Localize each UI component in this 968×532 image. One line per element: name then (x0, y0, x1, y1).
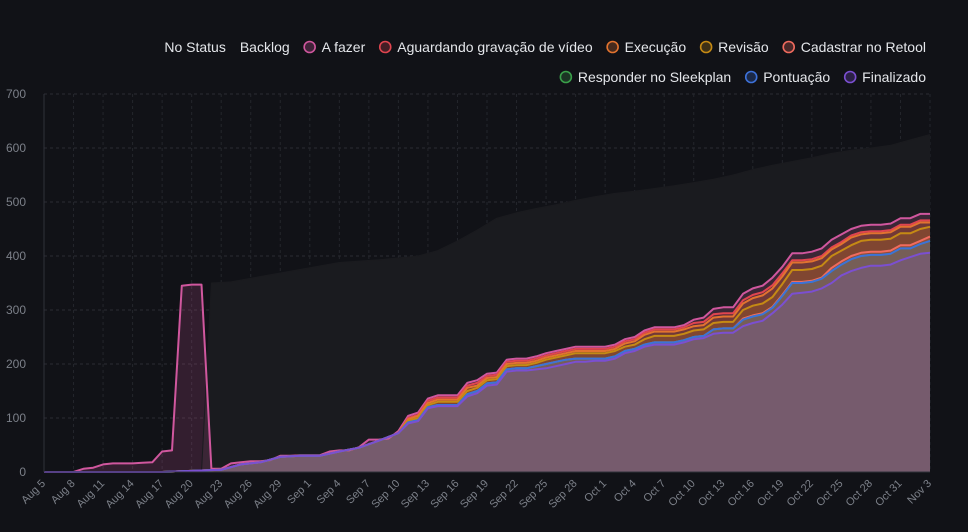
x-tick-label: Nov 3 (905, 478, 934, 507)
legend-item-cadastrar-no-retool[interactable]: Cadastrar no Retool (782, 39, 926, 55)
series-lines (44, 134, 931, 473)
y-tick-label: 100 (6, 411, 26, 425)
area-cadastrar-no-retool (44, 236, 930, 472)
area-revisao (44, 226, 930, 472)
area-finalizado (44, 252, 930, 472)
x-tick-label: Aug 26 (222, 478, 255, 511)
legend-item-no-status[interactable]: No Status (164, 39, 225, 55)
legend-marker (744, 70, 758, 84)
line-finalizado[interactable] (44, 251, 931, 473)
legend-label: Revisão (718, 39, 769, 55)
legend-label: A fazer (322, 39, 366, 55)
x-tick-label: Oct 7 (641, 478, 668, 505)
x-tick-label: Oct 13 (696, 478, 727, 509)
legend-item-responder-no-sleekplan[interactable]: Responder no Sleekplan (559, 69, 731, 85)
legend-label: Backlog (240, 39, 290, 55)
legend-marker (559, 70, 573, 84)
x-tick-label: Sep 25 (517, 478, 550, 511)
legend-item-execucao[interactable]: Execução (606, 39, 687, 55)
x-tick-label: Aug 17 (133, 478, 166, 511)
line-a-fazer[interactable] (44, 212, 930, 473)
y-tick-label: 200 (6, 357, 26, 371)
x-tick-label: Aug 14 (104, 478, 137, 511)
series-areas (44, 134, 930, 472)
y-tick-label: 300 (6, 303, 26, 317)
legend-label: Finalizado (862, 69, 926, 85)
y-tick-label: 600 (6, 141, 26, 155)
legend-marker (699, 40, 713, 54)
legend-item-pontuacao[interactable]: Pontuação (744, 69, 831, 85)
x-tick-label: Sep 13 (399, 478, 432, 511)
y-tick-label: 500 (6, 195, 26, 209)
x-tick-label: Oct 25 (814, 478, 845, 509)
legend-label: Aguardando gravação de vídeo (397, 39, 593, 55)
legend-marker (782, 40, 796, 54)
area-no-status (44, 134, 930, 472)
y-tick-label: 0 (19, 465, 26, 479)
x-tick-label: Oct 10 (666, 478, 697, 509)
x-tick-label: Sep 4 (315, 478, 344, 507)
legend-item-a-fazer[interactable]: A fazer (303, 39, 366, 55)
legend-marker (843, 70, 857, 84)
x-tick-label: Oct 4 (612, 478, 639, 505)
area-execucao (44, 222, 930, 472)
legend-item-backlog[interactable]: Backlog (240, 39, 290, 55)
x-tick-label: Aug 5 (19, 478, 48, 507)
legend-item-revisao[interactable]: Revisão (699, 39, 769, 55)
x-tick-label: Oct 16 (726, 478, 757, 509)
x-tick-label: Sep 28 (547, 478, 580, 511)
x-tick-label: Aug 8 (49, 478, 78, 507)
legend-label: No Status (164, 39, 225, 55)
legend-marker (303, 40, 316, 54)
x-tick-label: Sep 19 (458, 478, 491, 511)
y-tick-label: 400 (6, 249, 26, 263)
x-tick-label: Aug 23 (192, 478, 225, 511)
legend-label: Cadastrar no Retool (801, 39, 926, 55)
x-tick-label: Aug 20 (163, 478, 196, 511)
area-pontuacao (44, 240, 930, 472)
x-tick-label: Oct 1 (582, 478, 609, 505)
legend[interactable]: No Status Backlog A fazer Aguardando gravaç… (164, 39, 926, 85)
x-tick-label: Oct 31 (873, 478, 904, 509)
y-tick-label: 700 (6, 87, 26, 101)
area-responder-no-sleekplan (44, 240, 930, 472)
legend-label: Execução (625, 39, 687, 55)
x-tick-label: Aug 29 (251, 478, 284, 511)
x-tick-label: Oct 22 (785, 478, 816, 509)
legend-marker (606, 40, 619, 54)
x-tick-label: Sep 22 (488, 478, 521, 511)
x-tick-label: Oct 19 (755, 478, 786, 509)
x-tick-label: Sep 10 (369, 478, 402, 511)
line-no-status[interactable] (44, 134, 931, 473)
x-tick-label: Oct 28 (844, 478, 875, 509)
legend-label: Responder no Sleekplan (578, 69, 731, 85)
x-tick-label: Sep 16 (428, 478, 461, 511)
legend-item-finalizado[interactable]: Finalizado (843, 69, 927, 85)
area-aguardando-gravacao-de-video (44, 220, 930, 472)
legend-item-aguardando-gravacao-de-video[interactable]: Aguardando gravação de vídeo (378, 39, 593, 55)
x-tick-label: Sep 1 (285, 478, 314, 507)
x-tick-label: Aug 11 (75, 478, 108, 511)
legend-marker (378, 40, 392, 54)
area-a-fazer (44, 213, 930, 472)
legend-label: Pontuação (763, 69, 830, 85)
